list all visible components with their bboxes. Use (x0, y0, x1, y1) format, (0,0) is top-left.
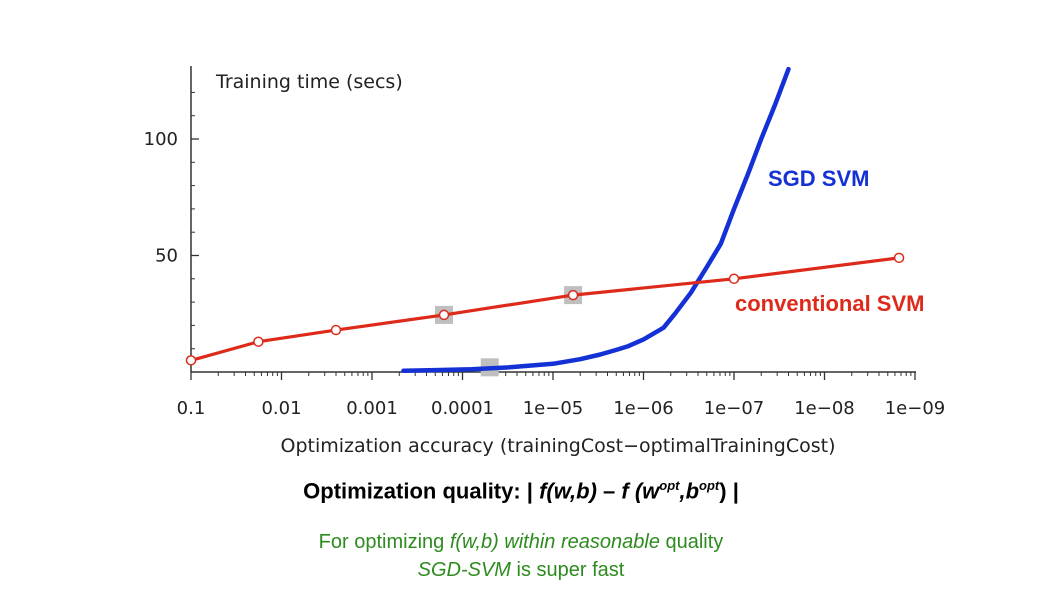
series-label-conventional-svm: conventional SVM (735, 291, 924, 316)
caption-line2-b: is super fast (510, 559, 625, 581)
quality-sup-opt-b: opt (699, 478, 720, 493)
data-point (330, 324, 342, 336)
y-axis-title: Training time (secs) (215, 71, 403, 93)
quality-dash: – (596, 478, 622, 504)
x-tick-label: 0.001 (346, 398, 398, 419)
caption-line1-a: For optimizing (318, 531, 450, 553)
y-ticks: 50 100 (144, 91, 199, 350)
data-point (893, 252, 905, 264)
quality-f-opt: f (w (621, 478, 660, 504)
x-axis-title: Optimization accuracy (trainingCost−opti… (281, 435, 836, 457)
chart: 0.1 0.01 0.001 0.0001 1e−05 1e−06 1e−07 1e−08 1e… (144, 66, 946, 457)
y-tick-label: 50 (155, 246, 178, 267)
caption: For optimizing f(w,b) within reasonable … (0, 528, 1042, 584)
quality-prefix: Optimization quality: | (303, 478, 540, 504)
quality-comma-b: ,b (679, 478, 700, 504)
x-tick-label: 1e−09 (885, 398, 946, 419)
data-point (185, 355, 197, 366)
y-tick-label: 100 (144, 129, 178, 150)
optimization-quality-formula: Optimization quality: | f(w,b) – f (wopt… (0, 478, 1042, 504)
axes: 0.1 0.01 0.001 0.0001 1e−05 1e−06 1e−07 1e−08 1e… (144, 66, 946, 419)
quality-close: ) | (719, 478, 739, 504)
x-tick-label: 1e−05 (523, 398, 584, 419)
series-layer (185, 66, 905, 374)
data-point (728, 273, 740, 285)
caption-line-1: For optimizing f(w,b) within reasonable … (0, 528, 1042, 556)
data-point (567, 289, 579, 301)
caption-line-2: SGD-SVM is super fast (0, 556, 1042, 584)
data-point (438, 309, 450, 321)
caption-line1-b: f(w,b) within reasonable (449, 531, 660, 553)
caption-line2-a: SGD-SVM (417, 559, 511, 581)
series-line-sgd-svm (401, 66, 791, 374)
data-point (253, 336, 264, 347)
quality-f-wb: f(w,b) (539, 478, 597, 504)
x-tick-label: 1e−06 (613, 398, 674, 419)
x-tick-label: 0.01 (261, 398, 301, 419)
quality-sup-opt-w: opt (659, 478, 680, 493)
x-tick-label: 1e−08 (794, 398, 855, 419)
x-tick-label: 0.1 (177, 398, 206, 419)
x-ticks: 0.1 0.01 0.001 0.0001 1e−05 1e−06 1e−07 1e−08 1e… (177, 372, 946, 419)
x-tick-label: 0.0001 (431, 398, 494, 419)
series-label-sgd-svm: SGD SVM (768, 166, 869, 191)
caption-line1-c: quality (659, 531, 724, 553)
x-tick-label: 1e−07 (704, 398, 765, 419)
